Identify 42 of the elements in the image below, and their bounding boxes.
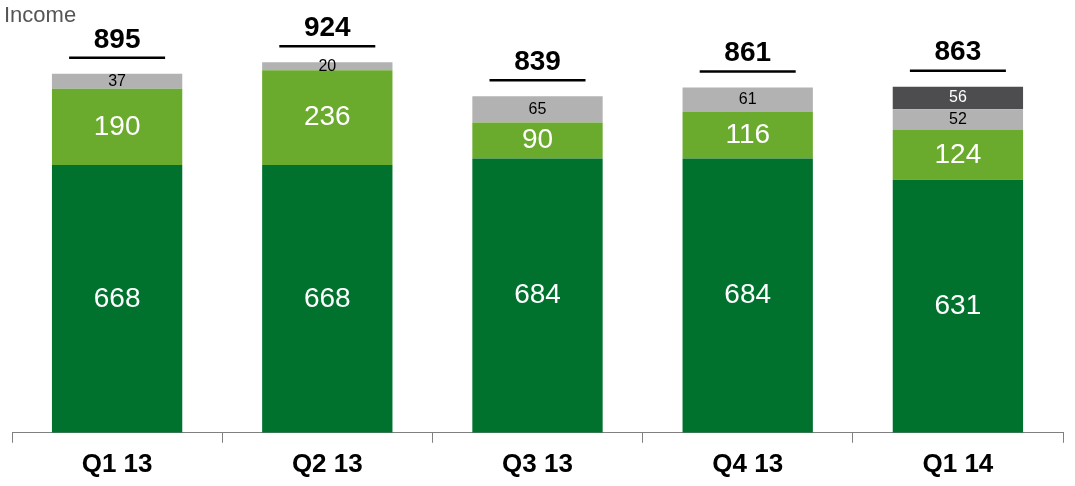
- data-label: 124: [934, 137, 982, 169]
- bar: [892, 86, 1024, 110]
- data-label: 236: [303, 100, 351, 132]
- bar: [682, 158, 813, 433]
- bar: [51, 88, 183, 165]
- bar: [682, 111, 813, 159]
- bar: [472, 122, 603, 159]
- data-label: 56: [949, 88, 967, 106]
- x-tick-label: Q2 13: [291, 447, 363, 478]
- data-label: 116: [725, 117, 771, 149]
- total-label: 895: [93, 22, 141, 54]
- data-label: 190: [93, 109, 141, 141]
- total-label: 839: [514, 45, 561, 77]
- x-tick-label: Q4 13: [712, 447, 784, 478]
- bar: [472, 158, 603, 433]
- data-label: 684: [514, 278, 561, 310]
- bar: [892, 179, 1024, 433]
- data-label: 61: [738, 90, 757, 108]
- data-label: 684: [724, 278, 772, 310]
- bar: [262, 164, 393, 433]
- data-label: 631: [934, 288, 982, 320]
- bar: [892, 109, 1024, 131]
- bar: [51, 164, 183, 433]
- data-label: 37: [108, 71, 127, 89]
- chart-title: Income: [4, 2, 77, 28]
- bar: [892, 130, 1024, 180]
- bar: [682, 87, 813, 112]
- data-label: 20: [318, 56, 337, 74]
- total-label: 924: [303, 10, 352, 42]
- data-label: 668: [303, 281, 351, 313]
- bar: [51, 73, 183, 89]
- total-label: 861: [724, 36, 772, 68]
- data-label: 65: [528, 99, 547, 117]
- bar: [262, 70, 393, 165]
- total-label: 863: [934, 35, 982, 67]
- x-tick-label: Q3 13: [502, 447, 573, 478]
- data-label: 668: [93, 281, 141, 313]
- bar: [472, 96, 603, 123]
- data-label: 90: [521, 123, 554, 155]
- x-tick-label: Q1 14: [922, 447, 994, 478]
- x-tick-label: Q1 13: [81, 447, 153, 478]
- data-label: 52: [949, 109, 967, 127]
